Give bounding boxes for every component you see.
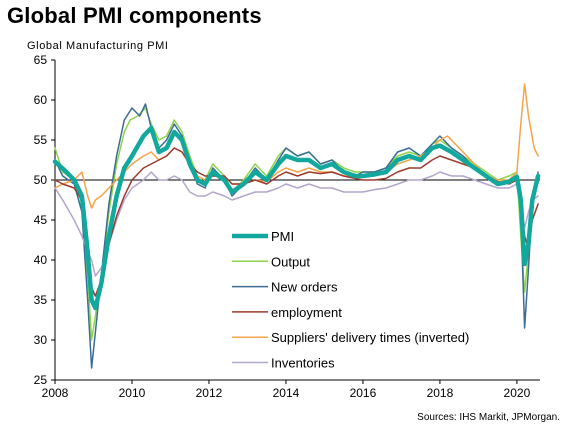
legend-label-employment: employment [271, 305, 342, 320]
y-tick-label: 30 [34, 333, 48, 347]
legend-label-suppliers-delivery-times-inverted: Suppliers' delivery times (inverted) [271, 330, 469, 345]
legend-label-inventories: Inventories [271, 356, 335, 371]
series-line-pmi [52, 125, 541, 311]
series-line-new-orders [54, 103, 539, 369]
legend-label-pmi: PMI [271, 229, 294, 244]
x-tick-label: 2020 [504, 386, 531, 400]
series-line-suppliers-delivery-times-inverted [54, 83, 539, 209]
y-tick-label: 50 [34, 173, 48, 187]
series-line-employment [54, 147, 539, 297]
x-tick-label: 2012 [196, 386, 223, 400]
x-tick-label: 2014 [273, 386, 300, 400]
y-tick-label: 45 [34, 213, 48, 227]
legend-label-new-orders: New orders [271, 280, 338, 295]
y-tick-label: 55 [34, 133, 48, 147]
y-tick-label: 60 [34, 93, 48, 107]
source-note: Sources: IHS Markit, JPMorgan. [417, 412, 560, 423]
y-tick-label: 35 [34, 293, 48, 307]
y-tick-label: 40 [34, 253, 48, 267]
y-axis-label: Global Manufacturing PMI [27, 40, 169, 52]
x-tick-label: 2016 [350, 386, 377, 400]
y-tick-label: 65 [34, 53, 48, 67]
chart-title: Global PMI components [7, 3, 262, 28]
x-tick-label: 2010 [119, 386, 146, 400]
legend-label-output: Output [271, 254, 310, 269]
x-tick-label: 2008 [42, 386, 69, 400]
y-tick-label: 25 [34, 373, 48, 387]
series-line-inventories [54, 171, 539, 277]
x-tick-label: 2018 [427, 386, 454, 400]
